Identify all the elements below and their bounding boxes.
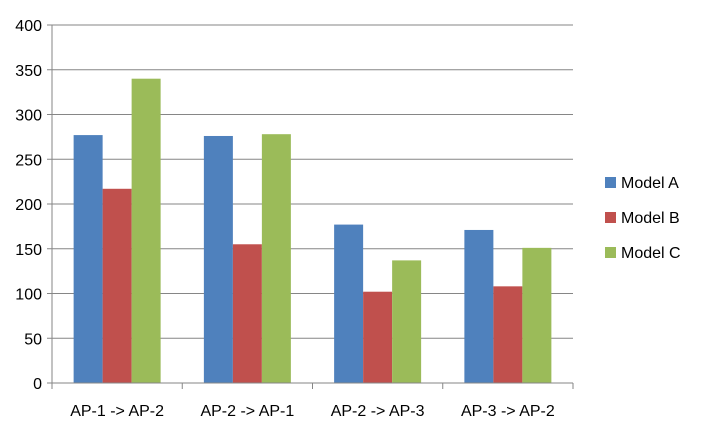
- y-axis-ticks: 0 50 100 150 200 250 300 350 400: [15, 18, 52, 393]
- legend-label: Model C: [621, 245, 681, 262]
- bar-model-a-0: [73, 135, 103, 383]
- x-tick-label: AP-3 -> AP-2: [461, 403, 555, 420]
- bar-model-b-2: [363, 291, 393, 383]
- legend-swatch: [605, 247, 616, 258]
- y-tick-label: 400: [15, 18, 42, 35]
- y-tick-label: 100: [15, 287, 42, 304]
- bar-model-b-1: [232, 244, 262, 383]
- bar-model-a-2: [334, 224, 364, 383]
- bar-model-b-0: [102, 188, 132, 383]
- y-tick-label: 150: [15, 242, 42, 259]
- legend-label: Model B: [621, 210, 680, 227]
- y-tick-label: 200: [15, 197, 42, 214]
- bar-model-a-1: [203, 135, 233, 383]
- y-tick-label: 300: [15, 108, 42, 125]
- bar-model-a-3: [464, 229, 494, 383]
- x-tick-label: AP-2 -> AP-1: [200, 403, 294, 420]
- bar-model-c-0: [131, 78, 161, 383]
- bar-model-c-1: [261, 134, 291, 383]
- legend-swatch: [605, 177, 616, 188]
- y-tick-label: 50: [24, 331, 42, 348]
- legend-label: Model A: [621, 175, 679, 192]
- y-tick-label: 250: [15, 152, 42, 169]
- legend-swatch: [605, 212, 616, 223]
- y-tick-label: 350: [15, 63, 42, 80]
- bar-model-b-3: [493, 286, 523, 383]
- y-tick-label: 0: [33, 376, 42, 393]
- bar-model-c-3: [522, 247, 552, 383]
- x-tick-label: AP-2 -> AP-3: [331, 403, 425, 420]
- x-tick-label: AP-1 -> AP-2: [70, 403, 164, 420]
- legend: Model A Model B Model C: [605, 175, 681, 262]
- bar-model-c-2: [392, 260, 422, 383]
- x-axis-ticks: AP-1 -> AP-2 AP-2 -> AP-1 AP-2 -> AP-3 AP-3…: [51, 383, 574, 420]
- bars: [73, 78, 552, 383]
